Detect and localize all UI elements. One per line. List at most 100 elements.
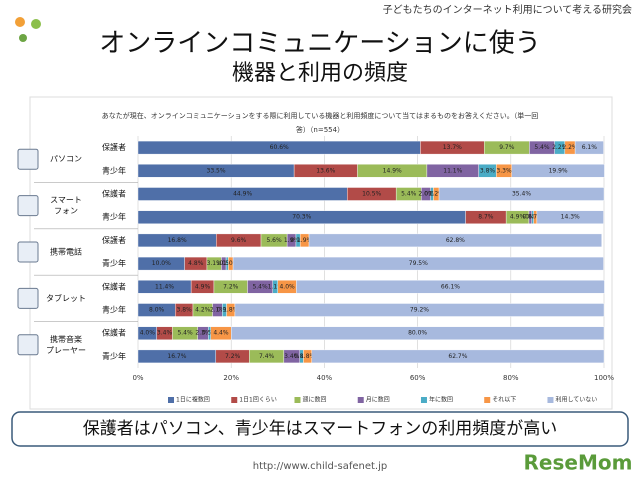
value-label: 14.9% [383,167,402,174]
value-label: 4.2% [195,307,211,314]
device-label: 携帯電話 [50,247,82,257]
value-label: 3.4% [157,330,173,337]
value-label: 60.6% [270,144,289,151]
legend-label: 利用していない [555,396,597,404]
value-label: 8.0% [149,307,165,314]
x-tick-label: 60% [410,374,426,382]
bar-segment [311,349,605,364]
value-label: 10.5% [362,191,381,198]
legend-swatch [484,397,491,403]
bar-segment [536,210,604,224]
legend-label: 月に数回 [366,396,390,404]
value-label: 80.0% [408,330,427,337]
value-label: 9.6% [231,237,247,244]
value-label: 5.6% [266,237,282,244]
value-label: 2.3% [195,330,211,337]
bar-segment [234,303,605,317]
value-label: 62.7% [448,353,467,360]
value-label: 9.7% [499,144,515,151]
question: 答）（n=554） [296,125,344,134]
value-label: 3.8% [480,167,496,174]
value-label: 1.1% [268,283,284,290]
value-label: 4.4% [213,330,229,337]
value-label: 4.0% [140,330,156,337]
device-icon [17,195,39,217]
value-label: 7.2% [223,283,239,290]
y-tick-label: 保護者 [102,142,126,152]
y-tick-label: 保護者 [102,189,126,199]
value-label: 11.4% [155,283,174,290]
value-label: 0.5% [220,260,236,267]
x-tick-label: 100% [594,374,614,382]
legend-label: 1日に複数回 [176,396,210,404]
url: http://www.child-safenet.jp [253,461,388,472]
bar-segment [511,164,605,178]
value-label: 66.1% [441,283,460,290]
value-label: 70.3% [292,214,311,221]
title: 機器と利用の頻度 [232,61,408,86]
value-label: 5.4% [252,283,268,290]
value-label: 0.6% [424,191,440,198]
y-tick-label: 青少年 [102,165,126,175]
legend-swatch [420,397,427,403]
bar-segment [438,187,605,201]
value-label: 16.8% [168,237,187,244]
bar-segment [574,140,604,155]
device-label: 携帯音楽 [50,334,82,344]
value-label: 5.4% [401,191,417,198]
y-tick-label: 保護者 [102,235,126,245]
value-label: 1.0% [223,260,239,267]
value-label: 4.9% [510,214,526,221]
value-label: 1.8% [300,353,316,360]
dot [15,17,25,27]
value-label: 1.9% [284,237,300,244]
value-label: 0.4% [525,214,541,221]
logo: ReseMom [524,451,633,475]
x-tick-label: 0% [132,374,143,382]
y-tick-label: 青少年 [102,351,126,361]
header: 子どもたちのインターネット利用について考える研究会 [383,3,632,16]
value-label: 0.9% [217,307,233,314]
question: あなたが現在、オンラインコミュニケーションをする際に利用している機器と利用頻度に… [102,111,539,120]
device-label: タブレット [46,293,86,303]
device-label: パソコン [50,155,82,164]
value-label: 0.7% [528,214,544,221]
value-label: 5.4% [177,330,193,337]
legend-label: 年に数回 [429,396,453,404]
message-box [11,411,629,447]
value-label: 5.4% [534,144,550,151]
value-label: 4.9% [195,283,211,290]
value-label: 79.2% [410,307,429,314]
legend-swatch [294,397,301,403]
legend-label: それ以下 [492,397,516,404]
bar-segment [308,233,602,248]
legend-swatch [168,397,174,403]
value-label: 1.9% [297,237,313,244]
value-label: 14.3% [561,214,580,221]
dot [31,19,41,29]
value-label: 16.7% [167,353,186,360]
value-label: 6.1% [582,144,598,151]
value-label: 10.0% [152,260,171,267]
value-label: 33.5% [207,167,226,174]
title: オンラインコミュニケーションに使う [99,29,540,59]
value-label: 79.5% [409,260,428,267]
legend-label: 週に数回 [302,396,326,404]
legend-swatch [231,397,238,403]
legend-label: 1日1回くらい [239,397,277,404]
x-tick-label: 40% [317,374,333,382]
legend-swatch [547,397,554,403]
value-label: 7.4% [259,353,275,360]
value-label: 1.8% [223,307,239,314]
y-tick-label: 青少年 [102,258,126,268]
value-label: 35.4% [512,191,531,198]
y-tick-label: 青少年 [102,305,126,315]
value-label: 13.6% [316,167,335,174]
value-label: 3.8% [177,307,193,314]
value-label: 2.0% [418,191,434,198]
value-label: 0.9% [290,237,306,244]
legend-swatch [357,397,364,403]
bar-segment [296,280,605,294]
device-icon [17,241,39,263]
value-label: 3.1% [207,260,223,267]
